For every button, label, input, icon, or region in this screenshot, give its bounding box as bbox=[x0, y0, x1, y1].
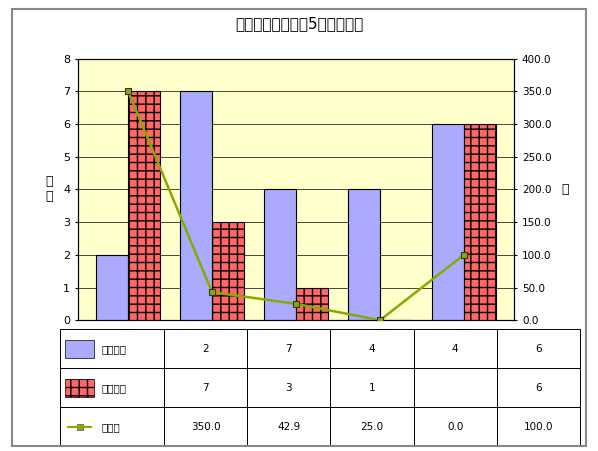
Text: 7: 7 bbox=[285, 344, 292, 354]
Bar bbox=[128, 92, 160, 320]
Text: 2: 2 bbox=[202, 344, 209, 354]
Y-axis label: 率: 率 bbox=[562, 183, 569, 196]
Bar bbox=[296, 288, 328, 320]
Text: 7: 7 bbox=[202, 383, 209, 393]
Bar bbox=[65, 340, 94, 358]
Bar bbox=[180, 92, 212, 320]
Bar bbox=[348, 189, 380, 320]
Bar bbox=[414, 407, 497, 446]
Text: 42.9: 42.9 bbox=[277, 422, 300, 432]
Bar bbox=[414, 368, 497, 407]
Text: 認知件数: 認知件数 bbox=[102, 344, 127, 354]
Text: 3: 3 bbox=[285, 383, 292, 393]
Bar bbox=[497, 407, 580, 446]
Bar bbox=[414, 329, 497, 368]
Bar bbox=[330, 368, 414, 407]
Bar bbox=[60, 368, 164, 407]
Bar bbox=[60, 407, 164, 446]
Bar bbox=[65, 379, 94, 397]
Bar bbox=[212, 222, 244, 320]
Text: 1: 1 bbox=[368, 383, 376, 393]
Text: 6: 6 bbox=[535, 383, 542, 393]
Text: 0.0: 0.0 bbox=[447, 422, 463, 432]
Text: 4: 4 bbox=[368, 344, 376, 354]
Y-axis label: 件
数: 件 数 bbox=[45, 175, 53, 203]
Bar bbox=[247, 407, 330, 446]
Text: 検挙率: 検挙率 bbox=[102, 422, 121, 432]
Bar bbox=[330, 407, 414, 446]
Bar bbox=[464, 124, 496, 320]
Text: 350.0: 350.0 bbox=[191, 422, 220, 432]
Bar bbox=[164, 329, 247, 368]
Bar bbox=[96, 255, 128, 320]
Bar bbox=[60, 329, 164, 368]
Bar bbox=[164, 407, 247, 446]
Text: 6: 6 bbox=[535, 344, 542, 354]
Bar bbox=[164, 368, 247, 407]
Bar bbox=[497, 368, 580, 407]
Bar bbox=[432, 124, 464, 320]
Text: 認知・検挙の過去5箇年の推移: 認知・検挙の過去5箇年の推移 bbox=[235, 16, 363, 31]
Bar bbox=[247, 368, 330, 407]
Bar bbox=[264, 189, 296, 320]
Text: 25.0: 25.0 bbox=[361, 422, 383, 432]
Text: 4: 4 bbox=[452, 344, 459, 354]
Bar bbox=[330, 329, 414, 368]
Bar bbox=[247, 329, 330, 368]
Text: 100.0: 100.0 bbox=[524, 422, 553, 432]
Text: 検挙件数: 検挙件数 bbox=[102, 383, 127, 393]
Bar bbox=[497, 329, 580, 368]
